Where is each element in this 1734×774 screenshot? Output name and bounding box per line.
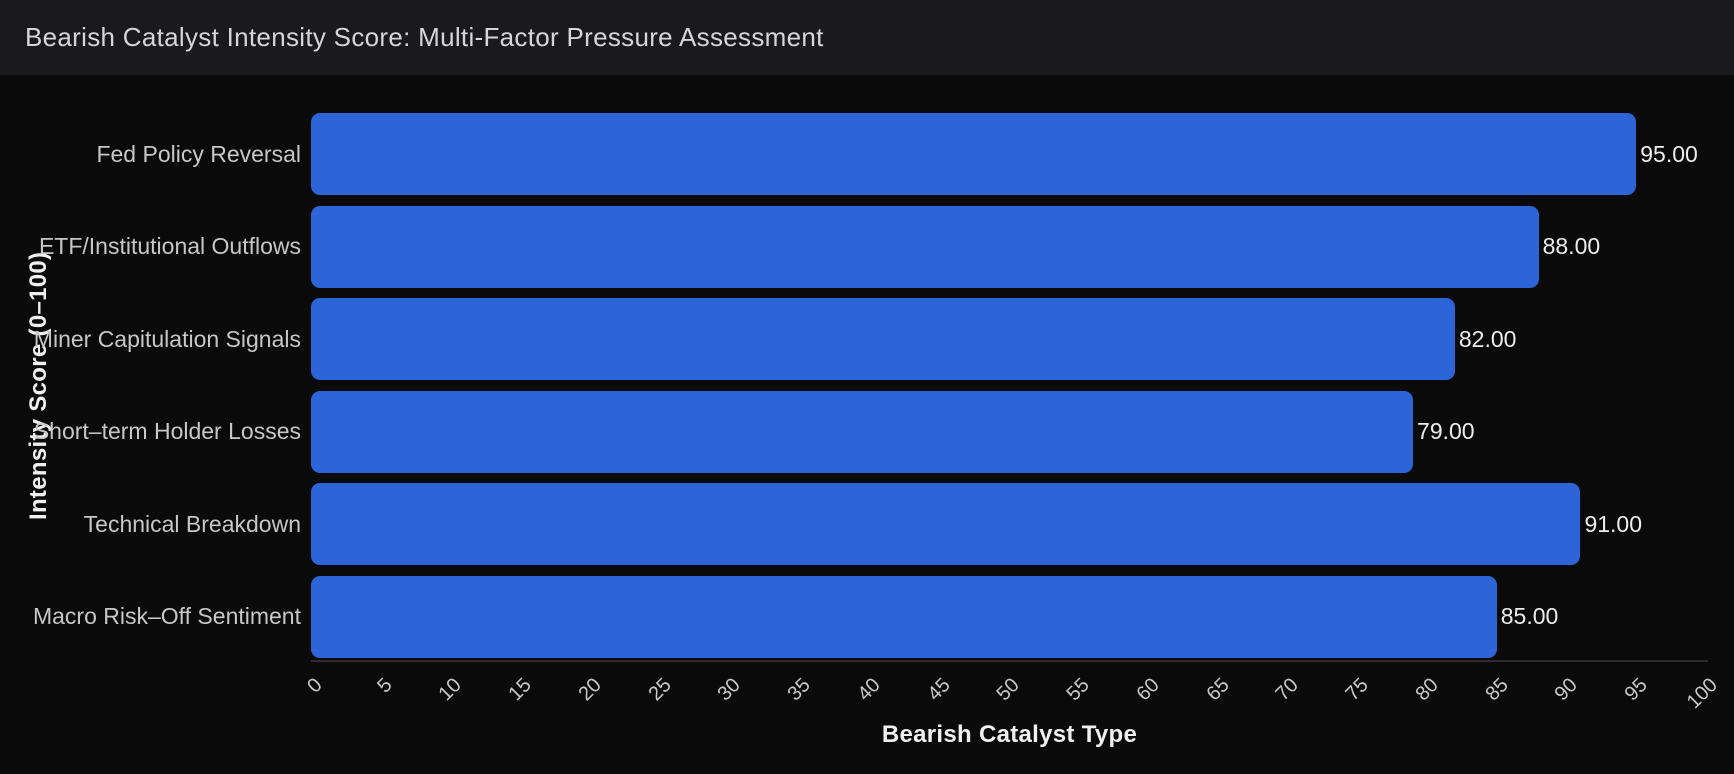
x-tick-label: 55 [1062, 674, 1094, 706]
x-axis-line [311, 660, 1708, 662]
x-axis-title: Bearish Catalyst Type [881, 721, 1138, 748]
x-tick-label: 5 [372, 674, 397, 698]
x-tick-label: 25 [644, 674, 676, 706]
category-label: Short–term Holder Losses [33, 418, 301, 444]
x-tick-label: 0 [303, 674, 327, 698]
x-tick-label: 40 [853, 674, 885, 706]
x-tick-label: 70 [1271, 674, 1304, 706]
chart-header: Bearish Catalyst Intensity Score: Multi-… [0, 0, 1734, 75]
category-label: Technical Breakdown [83, 510, 301, 537]
x-tick-label: 20 [574, 674, 606, 706]
x-tick-label: 85 [1481, 674, 1513, 706]
value-label: 95.00 [1640, 140, 1698, 167]
x-tick-label: 30 [713, 674, 746, 706]
x-tick-label: 45 [923, 674, 955, 706]
bar [311, 205, 1539, 288]
category-label: Miner Capitulation Signals [33, 325, 301, 352]
value-label: 85.00 [1500, 603, 1559, 629]
bar [311, 113, 1637, 195]
x-tick-label: 100 [1682, 674, 1722, 714]
bar [311, 575, 1497, 658]
value-label: 82.00 [1458, 325, 1517, 352]
chart-title: Bearish Catalyst Intensity Score: Multi-… [25, 22, 824, 52]
bar [311, 390, 1414, 473]
x-tick-label: 35 [783, 674, 815, 706]
category-label: ETF/Institutional Outflows [38, 233, 301, 259]
x-tick-label: 95 [1620, 674, 1652, 706]
x-tick-label: 50 [992, 674, 1025, 706]
x-tick-label: 75 [1341, 674, 1373, 706]
category-label: Macro Risk–Off Sentiment [32, 603, 301, 629]
x-tick-label: 80 [1411, 674, 1443, 706]
x-tick-label: 10 [434, 674, 467, 706]
x-tick-label: 65 [1202, 674, 1234, 706]
value-label: 88.00 [1542, 233, 1601, 259]
bar [311, 298, 1455, 380]
bar [311, 483, 1581, 565]
x-tick-label: 90 [1550, 674, 1583, 706]
value-label: 91.00 [1584, 510, 1642, 537]
category-label: Fed Policy Reversal [96, 140, 301, 167]
value-label: 79.00 [1417, 418, 1475, 444]
x-tick-label: 60 [1132, 674, 1164, 706]
x-tick-label: 15 [504, 674, 536, 706]
